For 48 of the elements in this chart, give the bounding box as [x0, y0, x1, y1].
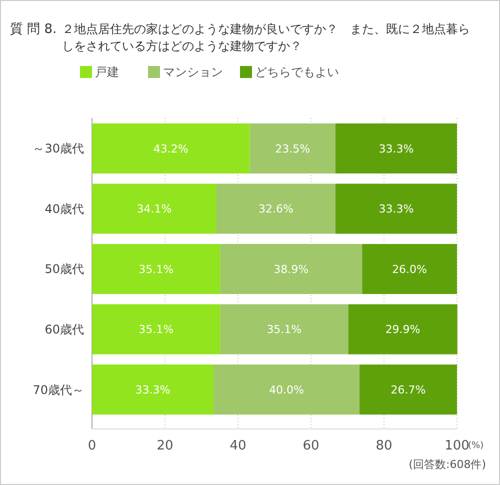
- data-label: 35.1%: [138, 323, 174, 336]
- bar: [92, 364, 214, 415]
- y-tick-label: 60歳代: [44, 322, 84, 336]
- bar: [250, 123, 336, 174]
- bar: [362, 244, 457, 294]
- data-label: 26.0%: [392, 262, 428, 276]
- x-tick-label: 80: [376, 438, 392, 454]
- y-tick-label: ～30歳代: [32, 142, 84, 156]
- bar: [92, 244, 220, 294]
- x-tick-label: 20: [156, 438, 174, 454]
- data-label: 33.3%: [378, 142, 414, 156]
- data-label: 38.9%: [274, 262, 309, 276]
- data-label: 34.1%: [136, 202, 172, 216]
- data-label: 35.1%: [138, 262, 174, 276]
- data-label: 43.2%: [153, 142, 188, 156]
- bar: [220, 304, 348, 354]
- data-label: 23.5%: [275, 142, 310, 156]
- x-tick-label: 100: [444, 438, 470, 454]
- bar: [92, 304, 220, 354]
- data-label: 40.0%: [269, 383, 304, 396]
- x-tick-label: 60: [302, 438, 320, 454]
- data-label: 33.3%: [378, 202, 414, 216]
- chart-subtitle: ２地点居住先の家はどのような建物が良いですか？ また、既に２地点暮らしをされている方はどのような建物ですか？: [62, 22, 470, 53]
- y-tick-label: 40歳代: [44, 202, 84, 216]
- bar: [220, 244, 362, 294]
- chart-title: 質 問 8.: [10, 22, 57, 37]
- x-tick-label: 0: [88, 438, 96, 454]
- legend-label: マンション: [163, 65, 223, 80]
- text: (回答数:608件): [408, 458, 486, 471]
- y-tick-label: 70歳代～: [32, 382, 84, 397]
- data-label: 32.6%: [258, 202, 294, 216]
- x-axis-title: (%): [468, 441, 484, 452]
- bar: [92, 123, 250, 174]
- legend-label: 戸建: [95, 65, 119, 80]
- bar: [348, 304, 458, 354]
- bar: [335, 184, 457, 234]
- data-label: 35.1%: [266, 323, 302, 336]
- bar: [360, 364, 457, 415]
- data-label: 26.7%: [390, 383, 426, 396]
- x-tick-label: 40: [230, 438, 246, 454]
- data-label: 33.3%: [135, 383, 170, 396]
- data-label: 29.9%: [385, 323, 420, 336]
- bar: [92, 184, 216, 234]
- bar: [214, 364, 360, 415]
- bar: [335, 123, 457, 174]
- bar: [216, 184, 336, 234]
- legend-label: どちらでもよい: [255, 65, 339, 80]
- y-tick-label: 50歳代: [44, 262, 84, 276]
